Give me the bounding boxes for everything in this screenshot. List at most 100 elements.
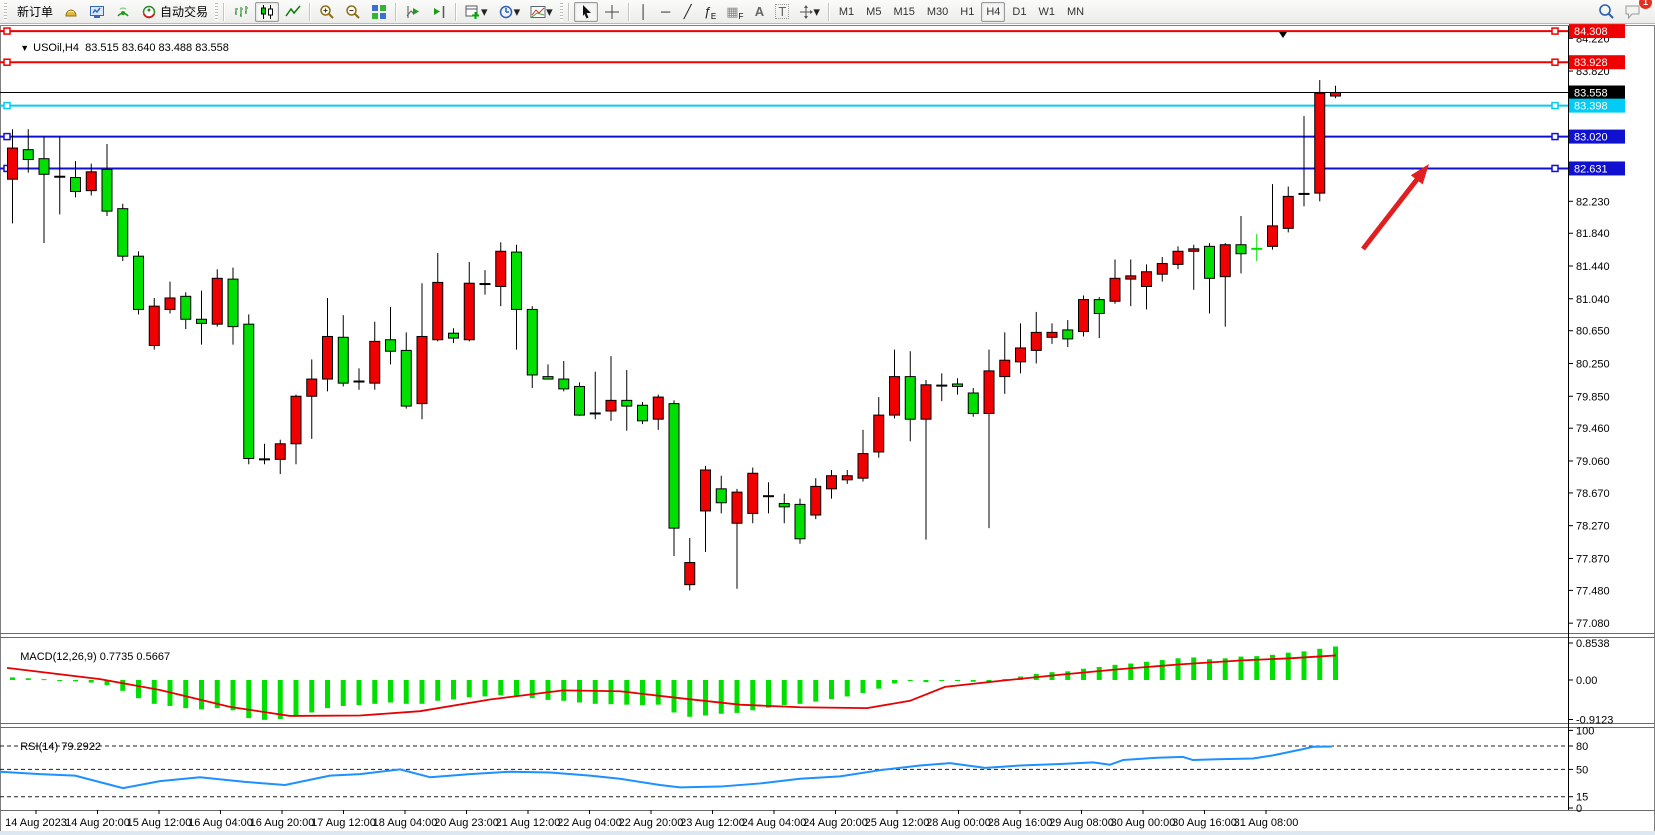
candle-body (637, 404, 648, 422)
macd-axis-label: 0.8538 (1576, 638, 1610, 650)
candle-body (1030, 331, 1042, 351)
price-badge (1569, 24, 1625, 39)
line-handle[interactable] (1551, 27, 1559, 35)
cursor-icon[interactable] (573, 1, 598, 22)
line-handle[interactable] (1551, 101, 1559, 110)
macd-histogram-bar (797, 679, 803, 704)
chart-shift-icon[interactable] (427, 2, 451, 22)
macd-histogram-bar (1081, 668, 1086, 680)
line-chart-icon[interactable] (281, 2, 305, 22)
signal-icon[interactable] (111, 2, 135, 22)
candle-body (574, 385, 585, 416)
price-badge-label: 83.928 (1574, 57, 1608, 69)
macd-histogram-bar (813, 679, 819, 702)
macd-histogram-bar (73, 679, 78, 682)
auto-trading-button[interactable]: 自动交易 (137, 2, 212, 22)
timeframe-h1[interactable]: H1 (960, 5, 975, 18)
tile-windows-icon[interactable] (367, 2, 391, 22)
line-handle[interactable] (1551, 58, 1559, 66)
timeframe-m30[interactable]: M30 (926, 5, 949, 18)
rsi-axis-label: 0 (1576, 803, 1582, 815)
collapse-triangle-icon[interactable]: ▼ (20, 43, 30, 53)
line-handle[interactable] (3, 101, 11, 110)
trendline-icon[interactable]: ╱ (683, 4, 692, 19)
candlestick-chart-icon[interactable] (255, 1, 280, 22)
search-icon[interactable] (1594, 2, 1619, 22)
time-label: 18 Aug 04:00 (373, 817, 438, 829)
timeframe-mn[interactable]: MN (1066, 5, 1085, 18)
rsi-line (0, 745, 1333, 790)
line-handle[interactable] (1551, 132, 1559, 141)
notification-badge: 1 (1639, 0, 1652, 9)
rsi-axis-label: 50 (1576, 764, 1588, 776)
price-tick-label: 77.080 (1576, 618, 1610, 630)
candle-body (463, 282, 475, 341)
chevron-down-icon[interactable]: ▾ (546, 4, 553, 19)
timeframe-d1[interactable]: D1 (1012, 5, 1027, 18)
zoom-in-icon[interactable] (315, 2, 339, 22)
timeframe-m1[interactable]: M1 (838, 5, 855, 18)
price-badge (1569, 129, 1625, 144)
auto-scroll-icon[interactable] (401, 2, 425, 22)
price-chart-canvas[interactable]: 84.22083.82082.23081.84081.44081.04080.6… (0, 24, 1655, 835)
market-watch-icon[interactable] (85, 2, 109, 22)
candle-body (85, 171, 97, 192)
bar-chart-icon[interactable] (229, 2, 253, 22)
new-chart-button[interactable]: ▾ (461, 2, 492, 22)
arrows-tool-icon[interactable]: ▾ (795, 2, 824, 22)
macd-histogram-bar (1254, 656, 1260, 680)
macd-histogram-bar (970, 679, 976, 682)
candle-body (873, 414, 885, 453)
zoom-out-icon[interactable] (341, 2, 365, 22)
line-handle[interactable] (3, 132, 11, 141)
price-badge-label: 83.558 (1574, 88, 1608, 100)
time-label: 24 Aug 04:00 (742, 817, 807, 829)
chevron-down-icon[interactable]: ▾ (513, 4, 521, 19)
macd-histogram-bar (640, 679, 645, 706)
text-tool-icon[interactable]: A (754, 4, 765, 19)
rsi-value: 79.2922 (61, 741, 101, 753)
timeframe-m5[interactable]: M5 (866, 5, 882, 18)
candle-body (1125, 275, 1137, 280)
crosshair-icon[interactable] (600, 2, 624, 22)
macd-histogram-bar (388, 679, 393, 703)
vertical-line-icon[interactable]: │ (639, 4, 648, 19)
timeframe-w1[interactable]: W1 (1038, 5, 1055, 18)
label-tool-icon[interactable]: T (771, 2, 793, 22)
bottom-scroll-strip[interactable] (0, 831, 1655, 835)
candle-body (700, 469, 711, 512)
chevron-down-icon[interactable]: ▾ (481, 4, 488, 19)
macd-histogram-bar (151, 679, 157, 704)
candle-body (889, 376, 900, 416)
templates-button[interactable]: ▾ (526, 2, 557, 22)
trend-arrow-shaft[interactable] (1361, 173, 1423, 251)
trend-arrow-head[interactable] (1410, 164, 1429, 185)
candle-body (7, 147, 18, 180)
timeframe-m15[interactable]: M15 (893, 5, 915, 18)
macd-histogram-bar (1128, 663, 1134, 680)
time-label: 14 Aug 20:00 (65, 817, 130, 829)
candle-body (668, 403, 680, 529)
candle-body (211, 277, 223, 325)
macd-histogram-bar (230, 679, 236, 711)
candle-body (1314, 92, 1326, 194)
line-handle[interactable] (3, 58, 11, 66)
rsi-axis-label: 100 (1576, 725, 1594, 737)
new-order-button[interactable]: 新订单 (10, 2, 57, 22)
macd-histogram-bar (325, 679, 330, 709)
periods-button[interactable]: ▾ (494, 2, 525, 22)
candle-body (274, 443, 286, 460)
macd-histogram-bar (766, 679, 771, 708)
macd-histogram-bar (293, 679, 299, 716)
timeframe-h4[interactable]: H4 (981, 1, 1006, 22)
candle-body (841, 475, 853, 481)
chevron-down-icon[interactable]: ▾ (813, 4, 820, 19)
horizontal-line-icon[interactable]: ─ (661, 4, 671, 19)
line-handle[interactable] (1551, 164, 1559, 173)
gold-ingot-icon[interactable] (59, 2, 83, 22)
chat-icon[interactable]: 1 (1621, 0, 1652, 22)
grid-tool-icon[interactable]: ▦ F (726, 4, 744, 21)
line-handle[interactable] (3, 27, 11, 35)
toolbar-separator (827, 2, 830, 21)
